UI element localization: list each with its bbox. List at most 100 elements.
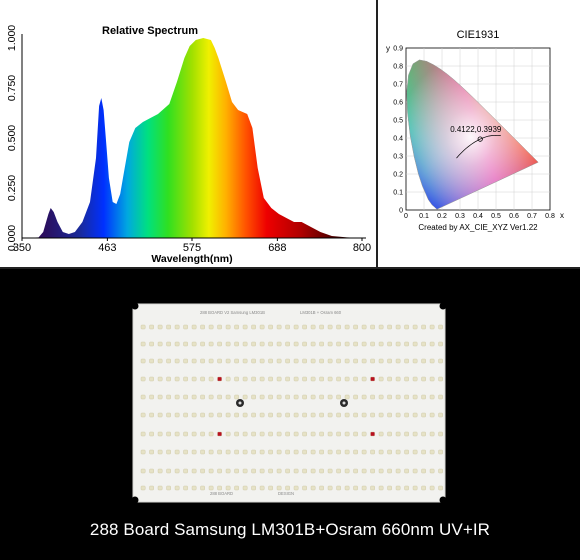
led-chip (336, 376, 341, 382)
led-chip (302, 394, 307, 400)
led-chip (285, 376, 290, 382)
led-chip (412, 449, 418, 455)
cie-y-tick-label: 0.8 (393, 64, 403, 71)
led-chip (140, 324, 146, 330)
led-chip (387, 358, 392, 364)
led-chip (268, 412, 273, 418)
led-chip (361, 485, 367, 491)
led-chip (200, 449, 205, 455)
led-chip (276, 341, 282, 347)
led-chip (251, 376, 256, 382)
led-chip (421, 468, 426, 474)
led-chip (387, 449, 392, 455)
led-chip (157, 485, 163, 491)
led-chip (421, 412, 426, 418)
led-chip (157, 431, 163, 437)
led-chip (336, 468, 341, 474)
led-chip (412, 412, 418, 418)
led-chip (251, 341, 256, 347)
led-chip (191, 468, 197, 474)
led-chip (285, 468, 290, 474)
cie-x-tick-label: 0.2 (437, 213, 447, 220)
led-chip (310, 468, 316, 474)
cie-y-tick-label: 0.2 (393, 172, 403, 179)
led-chip (285, 341, 290, 347)
cie-y-tick-label: 0.6 (393, 100, 403, 107)
chromaticity-label: 0.4122,0.3939 (450, 125, 502, 134)
led-chip (251, 394, 256, 400)
led-chip (361, 412, 367, 418)
led-chip (200, 341, 205, 347)
led-chip (208, 485, 214, 491)
led-chip (276, 394, 282, 400)
cie-x-axis-label: x (560, 211, 564, 220)
led-chip (234, 376, 239, 382)
led-chip (361, 358, 367, 364)
led-chip (344, 324, 350, 330)
planckian-locus (456, 134, 501, 159)
led-chip (149, 341, 154, 347)
cie-y-tick-label: 0.5 (393, 118, 403, 125)
led-chip (268, 341, 273, 347)
led-chip (217, 324, 222, 330)
led-chip (140, 431, 146, 437)
led-chip (166, 468, 171, 474)
led-chip (302, 358, 307, 364)
led-chip (378, 394, 384, 400)
product-caption: 288 Board Samsung LM301B+Osram 660nm UV+… (89, 520, 491, 539)
led-chip (387, 485, 392, 491)
led-chip (251, 324, 256, 330)
led-chip (319, 324, 324, 330)
led-chip (327, 376, 333, 382)
led-chip (268, 468, 273, 474)
chart-title: Relative Spectrum (102, 25, 198, 37)
led-chip (395, 431, 401, 437)
led-chip (276, 485, 282, 491)
led-chip (353, 449, 358, 455)
led-chip (412, 431, 418, 437)
cie-y-tick-label: 0.7 (393, 82, 403, 89)
led-chip (395, 341, 401, 347)
led-chip (395, 358, 401, 364)
led-chip (166, 449, 171, 455)
led-chip (336, 485, 341, 491)
led-chip (387, 468, 392, 474)
led-chip (183, 412, 188, 418)
led-chip (166, 341, 171, 347)
x-tick-label: 800 (353, 242, 371, 254)
led-chip (302, 412, 307, 418)
led-chip (208, 449, 214, 455)
led-chip (438, 358, 443, 364)
led-chip (268, 376, 273, 382)
x-tick-label: 350 (13, 242, 31, 254)
led-chip (361, 431, 367, 437)
led-chip (157, 324, 163, 330)
led-chip (404, 449, 409, 455)
led-chip (149, 376, 154, 382)
led-chip (438, 341, 443, 347)
led-chip (302, 485, 307, 491)
led-chip (157, 394, 163, 400)
led-chip (208, 324, 214, 330)
led-chip (268, 431, 273, 437)
led-chip (157, 468, 163, 474)
led-chip (319, 341, 324, 347)
led-chip (166, 431, 171, 437)
led-chip (268, 358, 273, 364)
led-chip (429, 412, 435, 418)
led-chip (242, 394, 248, 400)
spectrum-panel: 350 463 575 688 800 0.000 0.250 0.500 0.750 1.000… (0, 0, 580, 268)
led-chip (225, 324, 231, 330)
led-chip (353, 324, 358, 330)
led-chip (327, 324, 333, 330)
led-chip (166, 358, 171, 364)
led-chip (412, 468, 418, 474)
led-chip (293, 324, 299, 330)
led-chip (157, 412, 163, 418)
led-chip (344, 485, 350, 491)
led-chip (404, 341, 409, 347)
led-chip (191, 358, 197, 364)
led-chip (259, 376, 265, 382)
led-chip (429, 376, 435, 382)
led-chip (225, 449, 231, 455)
